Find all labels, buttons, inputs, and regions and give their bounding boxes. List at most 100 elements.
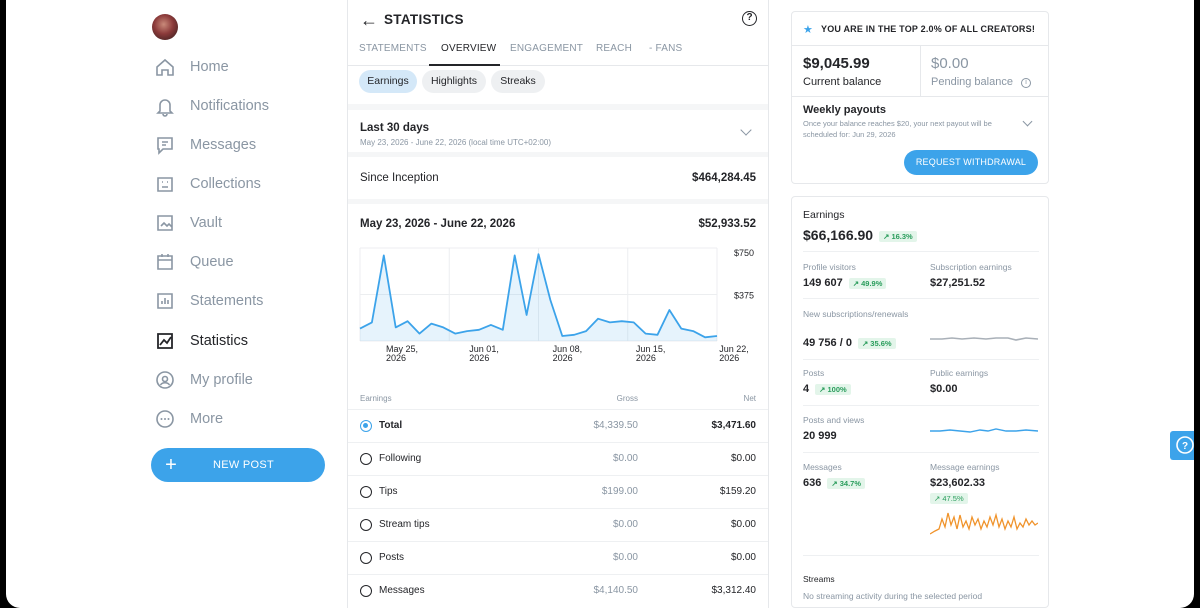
messages-label: Messages: [803, 462, 842, 472]
message-icon: [154, 134, 176, 156]
change-badge: ↗ 47.5%: [930, 493, 968, 504]
x-tick-label: 2026: [719, 353, 739, 363]
radio-button[interactable]: [360, 519, 372, 531]
sidebar-item-collections[interactable]: Collections: [154, 170, 261, 198]
tab-overview[interactable]: OVERVIEW: [441, 43, 497, 54]
sidebar-item-label: Vault: [190, 215, 222, 231]
summary-earnings-label: Earnings: [803, 209, 845, 221]
chip-earnings[interactable]: Earnings: [359, 70, 417, 93]
earnings-row-net: $159.20: [719, 486, 756, 497]
new-post-label: NEW POST: [213, 459, 275, 471]
help-floating-button[interactable]: ?: [1170, 431, 1194, 460]
since-inception-row: Since Inception $464,284.45: [348, 157, 768, 199]
tab-reach[interactable]: REACH: [596, 43, 633, 54]
chart-series-line: [359, 253, 718, 339]
earnings-row-name: Following: [379, 453, 422, 464]
change-badge: ↗ 49.9%: [848, 277, 887, 289]
sidebar-item-home[interactable]: Home: [154, 53, 229, 81]
info-icon[interactable]: i: [1021, 78, 1031, 88]
radio-button[interactable]: [360, 486, 372, 498]
chip-streaks[interactable]: Streaks: [491, 70, 545, 93]
statistics-icon: [154, 330, 176, 352]
earnings-row-name: Messages: [379, 585, 425, 596]
earnings-row[interactable]: Tips $199.00 $159.20: [348, 475, 768, 508]
chart-area-fill: [360, 254, 717, 341]
sidebar-item-label: Queue: [190, 254, 234, 270]
earnings-row-name: Total: [379, 420, 403, 431]
bell-icon: [154, 95, 176, 117]
request-withdrawal-button[interactable]: REQUEST WITHDRAWAL: [904, 150, 1038, 175]
profile-visitors-label: Profile visitors: [803, 262, 856, 272]
radio-button[interactable]: [360, 420, 372, 432]
new-subscriptions-label: New subscriptions/renewals: [803, 309, 909, 319]
earnings-row[interactable]: Following $0.00 $0.00: [348, 442, 768, 475]
range-value: $52,933.52: [698, 218, 756, 230]
earnings-row[interactable]: Total $4,339.50 $3,471.60: [348, 409, 768, 442]
tab-fans[interactable]: - FANS: [649, 43, 683, 54]
earnings-row[interactable]: Messages $4,140.50 $3,312.40: [348, 574, 768, 607]
table-header-earnings: Earnings: [360, 394, 392, 403]
radio-button[interactable]: [360, 453, 372, 465]
sidebar-item-messages[interactable]: Messages: [154, 131, 256, 159]
balance-card: ★ YOU ARE IN THE TOP 2.0% OF ALL CREATOR…: [791, 11, 1049, 184]
change-badge: ↗ 35.6%: [857, 337, 896, 349]
sidebar-item-label: My profile: [190, 372, 253, 388]
new-post-button[interactable]: + NEW POST: [151, 448, 325, 482]
sidebar-item-more[interactable]: More: [154, 405, 223, 433]
earnings-row-gross: $4,140.50: [593, 585, 639, 596]
back-arrow-icon[interactable]: ←: [360, 10, 378, 30]
y-tick-label: $375: [734, 291, 754, 301]
chevron-down-icon: [740, 124, 752, 136]
avatar[interactable]: [152, 14, 178, 40]
sidebar-item-label: Collections: [190, 176, 261, 192]
app-screen: Home Notifications Messages Collections Vaul…: [6, 0, 1194, 608]
svg-text:?: ?: [1182, 441, 1188, 452]
x-tick-label: 2026: [469, 353, 489, 363]
earnings-card: May 23, 2026 - June 22, 2026 $52,933.52 …: [348, 204, 768, 608]
pending-balance-label: Pending balance: [931, 76, 1013, 88]
earnings-row[interactable]: Stream tips $0.00 $0.00: [348, 508, 768, 541]
change-badge: ↗ 34.7%: [827, 477, 865, 489]
earnings-row[interactable]: Posts $0.00 $0.00: [348, 541, 768, 574]
earnings-row-gross: $0.00: [612, 552, 638, 563]
sidebar-item-queue[interactable]: Queue: [154, 248, 234, 276]
x-tick-label: Jun 01,: [469, 344, 499, 354]
sidebar-item-statistics[interactable]: Statistics: [154, 327, 248, 355]
tab-engagement[interactable]: ENGAGEMENT: [510, 43, 584, 54]
period-selector[interactable]: Last 30 days May 23, 2026 - June 22, 202…: [348, 110, 768, 152]
sidebar-item-my-profile[interactable]: My profile: [154, 366, 253, 394]
tab-statements[interactable]: STATEMENTS: [359, 43, 427, 54]
active-tab-indicator: [429, 64, 500, 66]
home-icon: [154, 56, 176, 78]
streams-note: No streaming activity during the selecte…: [803, 591, 983, 601]
table-header-gross: Gross: [616, 394, 638, 403]
calendar-icon: [154, 251, 176, 273]
x-tick-label: Jun 08,: [553, 344, 583, 354]
earnings-row-gross: $4,339.50: [593, 420, 639, 431]
radio-button[interactable]: [360, 552, 372, 564]
x-tick-label: 2026: [386, 353, 406, 363]
chip-highlights[interactable]: Highlights: [422, 70, 486, 93]
earnings-row-net: $3,471.60: [711, 420, 757, 431]
earnings-row-name: Stream tips: [379, 519, 430, 530]
chevron-down-icon[interactable]: [1022, 116, 1033, 127]
earnings-row-net: $0.00: [730, 519, 756, 530]
earnings-row-net: $0.00: [730, 552, 756, 563]
help-icon[interactable]: ?: [742, 11, 757, 26]
sidebar-item-notifications[interactable]: Notifications: [154, 92, 269, 120]
earnings-row-net: $0.00: [730, 453, 756, 464]
posts-views-sparkline: [930, 428, 1038, 433]
radio-button[interactable]: [360, 585, 372, 597]
posts-label: Posts: [803, 368, 825, 378]
star-icon: ★: [803, 24, 813, 36]
sidebar-item-vault[interactable]: Vault: [154, 209, 222, 237]
statements-icon: [154, 290, 176, 312]
messages-value: 636 ↗ 34.7%: [803, 477, 865, 489]
posts-views-value: 20 999: [803, 430, 837, 442]
weekly-payouts-title: Weekly payouts: [803, 104, 886, 116]
sidebar-item-statements[interactable]: Statements: [154, 287, 263, 315]
range-label: May 23, 2026 - June 22, 2026: [360, 218, 516, 230]
subscription-earnings-value: $27,251.52: [930, 277, 986, 289]
sidebar-item-label: Notifications: [190, 98, 269, 114]
message-earnings-value: $23,602.33: [930, 477, 986, 489]
